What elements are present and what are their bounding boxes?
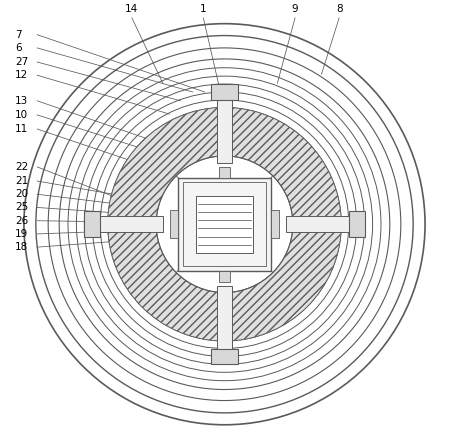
Text: 10: 10 [15, 110, 28, 120]
Polygon shape [211, 348, 238, 364]
Polygon shape [286, 216, 357, 232]
Polygon shape [349, 211, 365, 237]
Text: 12: 12 [15, 70, 28, 80]
Wedge shape [108, 228, 221, 341]
Text: 9: 9 [292, 4, 298, 13]
Polygon shape [219, 167, 230, 178]
Polygon shape [271, 210, 279, 238]
Text: 22: 22 [15, 162, 28, 172]
Polygon shape [219, 271, 230, 281]
Text: 8: 8 [336, 4, 343, 13]
Text: 19: 19 [15, 229, 28, 239]
Polygon shape [84, 211, 100, 237]
Text: 1: 1 [200, 4, 207, 13]
Polygon shape [92, 216, 163, 232]
Text: 26: 26 [15, 216, 28, 226]
Wedge shape [228, 228, 341, 341]
Polygon shape [216, 92, 233, 162]
Text: 18: 18 [15, 242, 28, 252]
Polygon shape [211, 84, 238, 100]
Polygon shape [216, 286, 233, 356]
Wedge shape [228, 107, 341, 221]
Wedge shape [108, 107, 221, 221]
Text: 13: 13 [15, 96, 28, 106]
Text: 14: 14 [125, 4, 139, 13]
Text: 20: 20 [15, 189, 28, 199]
Bar [196, 196, 253, 253]
Bar [183, 182, 266, 266]
Bar [178, 178, 271, 271]
Polygon shape [170, 210, 178, 238]
Text: 7: 7 [15, 30, 22, 40]
Text: 25: 25 [15, 202, 28, 212]
Text: 11: 11 [15, 124, 28, 134]
Text: 6: 6 [15, 43, 22, 53]
Text: 27: 27 [15, 57, 28, 67]
Text: 21: 21 [15, 176, 28, 186]
